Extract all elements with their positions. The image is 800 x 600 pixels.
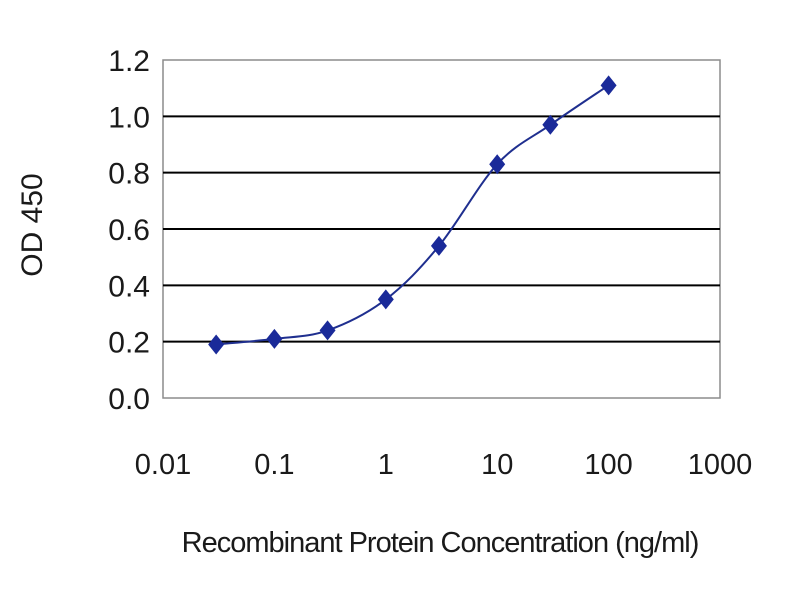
y-tick-label: 0.2	[108, 327, 150, 360]
y-tick-label: 0.0	[108, 383, 150, 416]
y-tick-label: 0.4	[108, 270, 150, 303]
data-point-marker	[542, 114, 559, 135]
data-point-marker	[430, 235, 447, 256]
data-point-marker	[600, 75, 617, 96]
x-tick-label: 100	[584, 449, 632, 481]
data-point-marker	[377, 289, 394, 310]
x-tick-label: 1	[378, 449, 394, 481]
x-tick-labels: 0.01 0.1 1 10 100 1000	[135, 449, 752, 481]
y-tick-label: 1.0	[108, 101, 150, 134]
data-point-marker	[208, 334, 225, 355]
series	[208, 75, 617, 355]
x-tick-label: 1000	[688, 449, 753, 481]
data-point-marker	[266, 328, 283, 349]
y-tick-label: 0.8	[108, 158, 150, 191]
x-axis-label: Recombinant Protein Concentration (ng/ml…	[182, 527, 699, 559]
y-tick-label: 0.6	[108, 214, 150, 247]
x-tick-label: 0.01	[135, 449, 191, 481]
data-point-marker	[319, 320, 336, 341]
y-tick-label: 1.2	[108, 45, 150, 78]
data-point-marker	[489, 154, 506, 175]
x-tick-label: 10	[481, 449, 513, 481]
y-axis-label: OD 450	[16, 173, 49, 276]
x-tick-label: 0.1	[254, 449, 294, 481]
y-tick-labels: 0.0 0.2 0.4 0.6 0.8 1.0 1.2	[108, 45, 150, 416]
